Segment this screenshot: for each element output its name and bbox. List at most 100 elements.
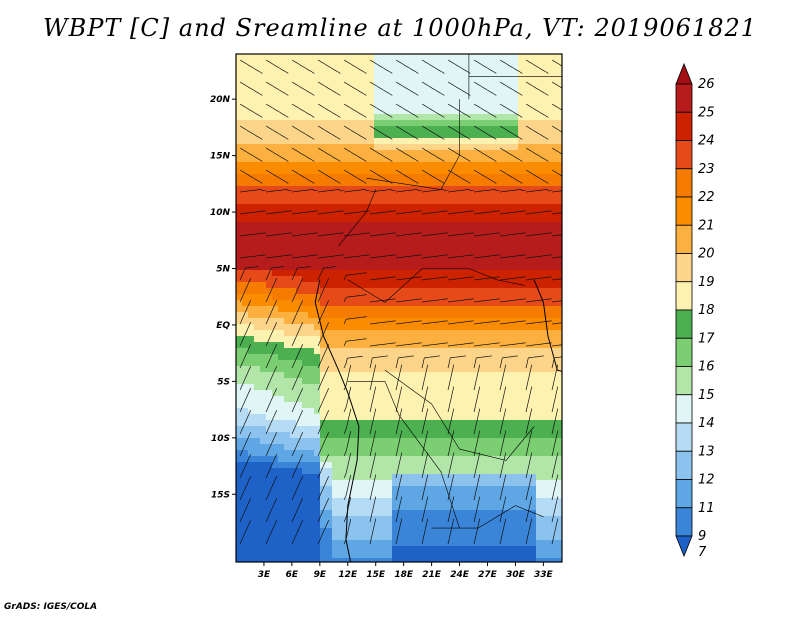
field-cell: [452, 264, 459, 271]
field-cell: [284, 450, 291, 457]
field-cell: [314, 234, 321, 241]
field-cell: [272, 552, 279, 559]
field-cell: [518, 420, 525, 427]
field-cell: [554, 312, 561, 319]
field-cell: [356, 528, 363, 535]
field-cell: [494, 216, 501, 223]
field-cell: [470, 126, 477, 133]
field-cell: [476, 156, 483, 163]
field-cell: [236, 456, 243, 463]
field-cell: [242, 516, 249, 523]
streamline: [265, 189, 292, 193]
streamline: [525, 364, 533, 391]
field-cell: [452, 144, 459, 151]
field-cell: [554, 450, 561, 457]
field-cell: [308, 354, 315, 361]
field-cell: [422, 96, 429, 103]
field-cell: [470, 246, 477, 253]
field-cell: [344, 534, 351, 541]
field-cell: [440, 414, 447, 421]
field-cell: [242, 474, 249, 481]
field-cell: [236, 60, 243, 67]
field-cell: [524, 282, 531, 289]
field-cell: [464, 366, 471, 373]
field-cell: [530, 450, 537, 457]
field-cell: [560, 96, 562, 103]
field-cell: [260, 462, 267, 469]
field-cell: [290, 138, 297, 145]
field-cell: [470, 486, 477, 493]
field-cell: [308, 300, 315, 307]
field-cell: [488, 252, 495, 259]
field-cell: [548, 480, 555, 487]
field-cell: [380, 210, 387, 217]
field-cell: [356, 156, 363, 163]
field-cell: [260, 138, 267, 145]
field-cell: [410, 558, 417, 562]
field-cell: [512, 210, 519, 217]
field-cell: [512, 234, 519, 241]
field-cell: [248, 96, 255, 103]
field-cell: [368, 282, 375, 289]
field-cell: [440, 144, 447, 151]
field-cell: [266, 342, 273, 349]
field-cell: [428, 504, 435, 511]
field-cell: [434, 216, 441, 223]
field-cell: [470, 516, 477, 523]
field-cell: [314, 540, 321, 547]
field-cell: [320, 216, 327, 223]
field-cell: [344, 90, 351, 97]
field-cell: [344, 102, 351, 109]
field-cell: [416, 456, 423, 463]
field-cell: [422, 294, 429, 301]
field-cell: [308, 432, 315, 439]
field-cell: [344, 462, 351, 469]
field-cell: [380, 258, 387, 265]
field-cell: [320, 528, 327, 535]
field-cell: [416, 120, 423, 127]
field-cell: [542, 78, 549, 85]
field-cell: [536, 198, 543, 205]
field-cell: [242, 276, 249, 283]
field-cell: [350, 414, 357, 421]
field-cell: [482, 288, 489, 295]
field-cell: [368, 156, 375, 163]
field-cell: [530, 102, 537, 109]
field-cell: [308, 102, 315, 109]
field-cell: [320, 540, 327, 547]
field-cell: [380, 558, 387, 562]
field-cell: [398, 192, 405, 199]
field-cell: [398, 216, 405, 223]
field-cell: [260, 534, 267, 541]
field-cell: [374, 498, 381, 505]
field-cell: [464, 216, 471, 223]
field-cell: [422, 486, 429, 493]
field-cell: [338, 174, 345, 181]
field-cell: [314, 534, 321, 541]
field-cell: [338, 210, 345, 217]
field-cell: [386, 306, 393, 313]
field-cell: [452, 444, 459, 451]
field-cell: [458, 168, 465, 175]
field-cell: [350, 504, 357, 511]
field-cell: [458, 144, 465, 151]
field-cell: [416, 96, 423, 103]
field-cell: [458, 330, 465, 337]
field-cell: [344, 108, 351, 115]
streamline: [551, 190, 562, 193]
field-cell: [302, 366, 309, 373]
field-cell: [368, 546, 375, 553]
field-cell: [284, 282, 291, 289]
field-cell: [536, 456, 543, 463]
streamline: [239, 322, 252, 347]
field-cell: [536, 168, 543, 175]
field-cell: [380, 72, 387, 79]
field-cell: [320, 342, 327, 349]
field-cell: [554, 414, 561, 421]
field-cell: [422, 402, 429, 409]
field-cell: [386, 234, 393, 241]
field-cell: [290, 264, 297, 271]
field-cell: [302, 282, 309, 289]
field-cell: [422, 102, 429, 109]
field-cell: [278, 378, 285, 385]
